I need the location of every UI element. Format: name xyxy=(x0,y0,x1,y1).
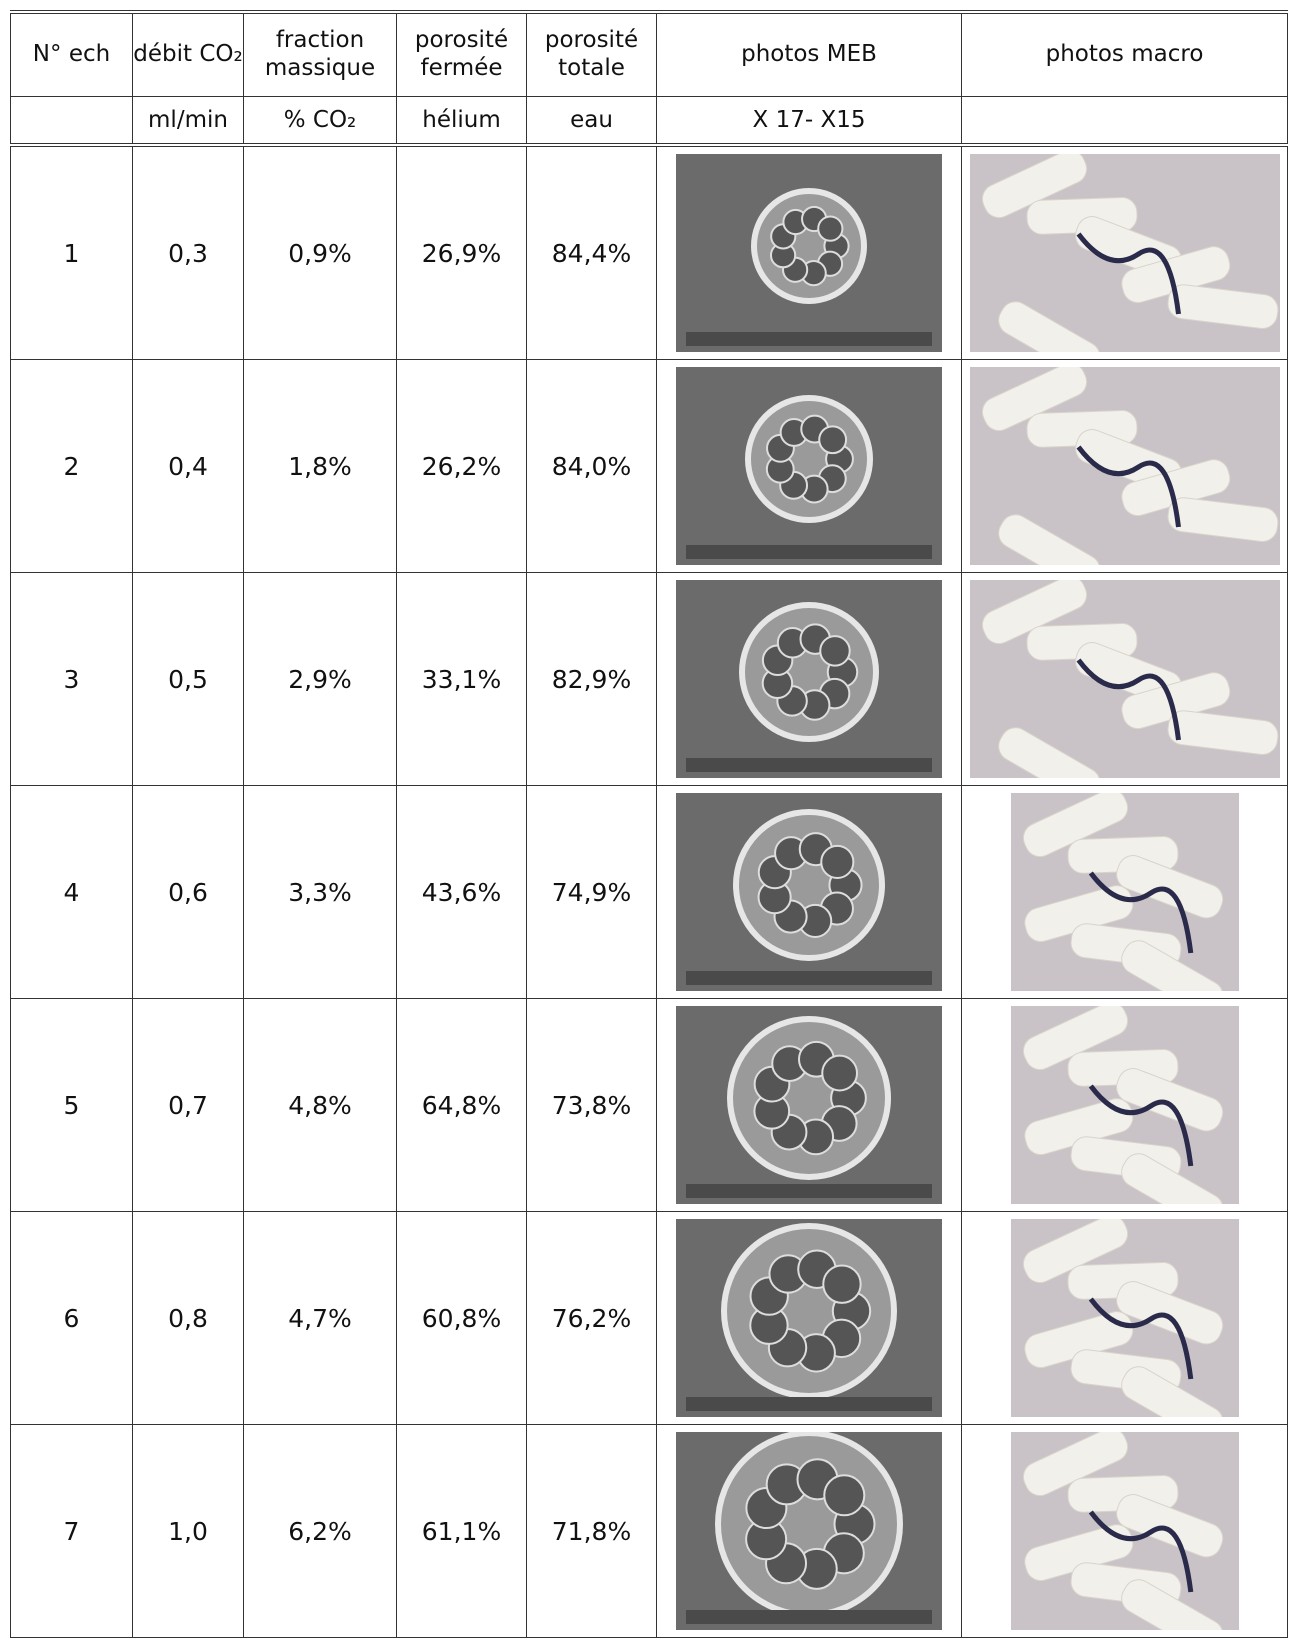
sem-photo-cell xyxy=(656,359,962,573)
table-row: 2 0,4 1,8% 26,2% 84,0% xyxy=(10,359,1288,573)
body-cell: 82,9% xyxy=(526,572,657,786)
sem-photo xyxy=(676,793,942,991)
table-row: 5 0,7 4,8% 64,8% 73,8% xyxy=(10,998,1288,1212)
header-cell: % CO₂ xyxy=(243,96,397,146)
body-cell: 1 xyxy=(10,144,133,360)
body-cell: 4 xyxy=(10,785,133,999)
body-cell: 0,5 xyxy=(132,572,244,786)
header-cell: porosité totale xyxy=(526,11,657,97)
body-cell: 0,9% xyxy=(243,144,397,360)
table-row: 4 0,6 3,3% 43,6% 74,9% xyxy=(10,785,1288,999)
header-cell: N° ech xyxy=(10,11,133,97)
header-cell xyxy=(961,96,1288,146)
body-cell: 71,8% xyxy=(526,1424,657,1638)
body-cell: 4,7% xyxy=(243,1211,397,1425)
body-cell: 6 xyxy=(10,1211,133,1425)
header-cell: photos MEB xyxy=(656,11,962,97)
table-row: 3 0,5 2,9% 33,1% 82,9% xyxy=(10,572,1288,786)
sem-photo xyxy=(676,1432,942,1630)
body-cell: 60,8% xyxy=(396,1211,527,1425)
body-cell: 0,6 xyxy=(132,785,244,999)
header-cell xyxy=(10,96,133,146)
table-row: N° ech débit CO₂ fraction massique porosité… xyxy=(10,11,1288,97)
macro-photo-cell xyxy=(961,572,1288,786)
header-cell: débit CO₂ xyxy=(132,11,244,97)
macro-photo-cell xyxy=(961,144,1288,360)
body-cell: 26,9% xyxy=(396,144,527,360)
body-cell: 0,3 xyxy=(132,144,244,360)
sem-photo-cell xyxy=(656,572,962,786)
body-cell: 0,7 xyxy=(132,998,244,1212)
body-cell: 76,2% xyxy=(526,1211,657,1425)
body-cell: 26,2% xyxy=(396,359,527,573)
body-cell: 4,8% xyxy=(243,998,397,1212)
data-table: N° ech débit CO₂ fraction massique porosité… xyxy=(10,10,1288,1638)
table-row: 6 0,8 4,7% 60,8% 76,2% xyxy=(10,1211,1288,1425)
sem-photo-cell xyxy=(656,1424,962,1638)
macro-photo-cell xyxy=(961,785,1288,999)
table-body: N° ech débit CO₂ fraction massique porosité… xyxy=(10,11,1288,1638)
macro-photo xyxy=(1010,1006,1239,1204)
macro-photo-cell xyxy=(961,1211,1288,1425)
table-row: ml/min% CO₂ hélium eau X 17- X15 xyxy=(10,96,1288,146)
body-cell: 7 xyxy=(10,1424,133,1638)
body-cell: 5 xyxy=(10,998,133,1212)
sem-photo xyxy=(676,1006,942,1204)
body-cell: 61,1% xyxy=(396,1424,527,1638)
macro-photo xyxy=(969,580,1280,778)
body-cell: 3 xyxy=(10,572,133,786)
body-cell: 1,0 xyxy=(132,1424,244,1638)
body-cell: 73,8% xyxy=(526,998,657,1212)
macro-photo-cell xyxy=(961,998,1288,1212)
macro-photo xyxy=(1010,1432,1239,1630)
sem-photo xyxy=(676,154,942,352)
body-cell: 84,4% xyxy=(526,144,657,360)
macro-photo-cell xyxy=(961,359,1288,573)
body-cell: 2 xyxy=(10,359,133,573)
sem-photo-cell xyxy=(656,785,962,999)
sem-photo xyxy=(676,1219,942,1417)
body-cell: 43,6% xyxy=(396,785,527,999)
body-cell: 0,4 xyxy=(132,359,244,573)
header-cell: hélium xyxy=(396,96,527,146)
body-cell: 74,9% xyxy=(526,785,657,999)
body-cell: 0,8 xyxy=(132,1211,244,1425)
body-cell: 33,1% xyxy=(396,572,527,786)
table-row: 1 0,3 0,9% 26,9% 84,4% xyxy=(10,144,1288,360)
macro-photo xyxy=(969,367,1280,565)
header-cell: photos macro xyxy=(961,11,1288,97)
macro-photo xyxy=(1010,793,1239,991)
body-cell: 84,0% xyxy=(526,359,657,573)
macro-photo-cell xyxy=(961,1424,1288,1638)
body-cell: 3,3% xyxy=(243,785,397,999)
body-cell: 1,8% xyxy=(243,359,397,573)
macro-photo xyxy=(969,154,1280,352)
sem-photo xyxy=(676,367,942,565)
sem-photo-cell xyxy=(656,144,962,360)
header-cell: X 17- X15 xyxy=(656,96,962,146)
sem-photo-cell xyxy=(656,1211,962,1425)
body-cell: 64,8% xyxy=(396,998,527,1212)
header-cell: eau xyxy=(526,96,657,146)
body-cell: 6,2% xyxy=(243,1424,397,1638)
body-cell: 2,9% xyxy=(243,572,397,786)
sem-photo-cell xyxy=(656,998,962,1212)
header-cell: ml/min xyxy=(132,96,244,146)
sem-photo xyxy=(676,580,942,778)
table-row: 7 1,0 6,2% 61,1% 71,8% xyxy=(10,1424,1288,1638)
header-cell: fraction massique xyxy=(243,11,397,97)
header-cell: porosité fermée xyxy=(396,11,527,97)
macro-photo xyxy=(1010,1219,1239,1417)
